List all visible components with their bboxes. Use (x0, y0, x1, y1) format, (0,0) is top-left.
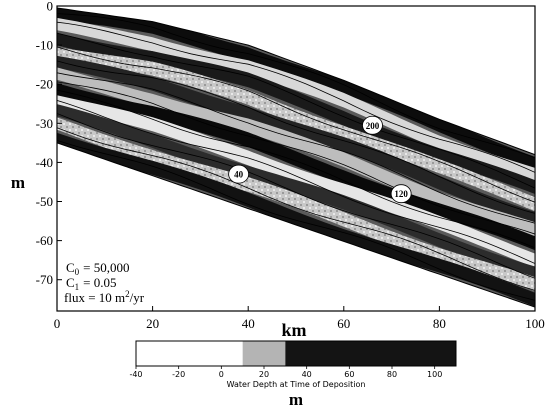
colorbar-tick-label: 100 (427, 370, 442, 379)
colorbar-bin (136, 341, 243, 366)
layer-boundary (57, 100, 535, 264)
layer-boundary (57, 113, 535, 279)
timeline-labels: 200 40 120 (228, 115, 412, 204)
layer-boundary (57, 46, 535, 203)
colorbar-unit: m (289, 390, 303, 409)
y-tick-label: -10 (36, 38, 53, 53)
y-tick-label: -30 (36, 116, 53, 131)
wedge-band (57, 8, 535, 171)
wedge-band (57, 67, 535, 237)
x-tick-label: 80 (433, 316, 446, 331)
x-tick-label: 20 (146, 316, 159, 331)
parameter-box: C0 = 50,000 C1 = 0.05 flux = 10 m2/yr (64, 260, 145, 305)
colorbar-tick-label: 60 (344, 370, 354, 379)
y-tick-label: -60 (36, 233, 53, 248)
colorbar-tick-label: 80 (387, 370, 397, 379)
colorbar: -40 -20 0 20 40 60 80 100 Water Depth at Time o… (129, 340, 457, 409)
timeline-label-text: 120 (394, 189, 408, 199)
colorbar-frame (135, 340, 457, 367)
colorbar-tick-label: -20 (172, 370, 185, 379)
colorbar-bin (242, 341, 286, 366)
wedge-outline (57, 7, 535, 308)
y-tick-label: -50 (36, 194, 53, 209)
colorbar-tick-label: -40 (129, 370, 142, 379)
y-axis-label: m (11, 173, 25, 192)
param-flux: flux = 10 m2/yr (64, 289, 145, 305)
colorbar-tick-label: 40 (302, 370, 312, 379)
y-tick-label: -70 (36, 272, 53, 287)
y-tick-label: 0 (47, 0, 54, 14)
layer-boundary (57, 81, 535, 235)
y-tick-label: -20 (36, 77, 53, 92)
timeline-label: 120 (390, 184, 412, 204)
x-tick-label: 0 (54, 316, 61, 331)
x-tick-label: 60 (337, 316, 350, 331)
timeline-label: 200 (362, 115, 383, 135)
y-axis: 0 -10 -20 -30 -40 -50 -60 -70 (36, 0, 62, 287)
x-tick-label: 40 (242, 316, 255, 331)
layer-boundary (57, 140, 535, 301)
wedge-band (57, 46, 535, 212)
timeline-label: 40 (228, 164, 250, 184)
param-c0: C0 = 50,000 (66, 260, 130, 277)
x-axis-label: km (281, 320, 306, 340)
layer-boundary (57, 89, 535, 249)
x-tick-label: 100 (525, 316, 545, 331)
colorbar-tick-label: 0 (219, 370, 224, 379)
colorbar-bin (285, 341, 456, 366)
wedge-band (57, 55, 535, 226)
layer-boundary (57, 32, 535, 189)
sediment-wedge (57, 7, 535, 308)
layer-boundary (57, 60, 535, 214)
layer-boundary (57, 21, 535, 173)
timeline-label-text: 200 (366, 121, 380, 131)
param-c1: C1 = 0.05 (66, 275, 117, 292)
layer-boundary (57, 13, 535, 159)
colorbar-title: Water Depth at Time of Deposition (227, 380, 366, 389)
x-axis: 0 20 40 60 80 100 (54, 306, 545, 331)
y-tick-label: -40 (36, 155, 53, 170)
colorbar-tick-label: 20 (259, 370, 269, 379)
layer-boundary (57, 127, 535, 291)
timeline-label-text: 40 (234, 170, 244, 180)
layer-boundary (57, 72, 535, 224)
wedge-band (57, 117, 535, 292)
